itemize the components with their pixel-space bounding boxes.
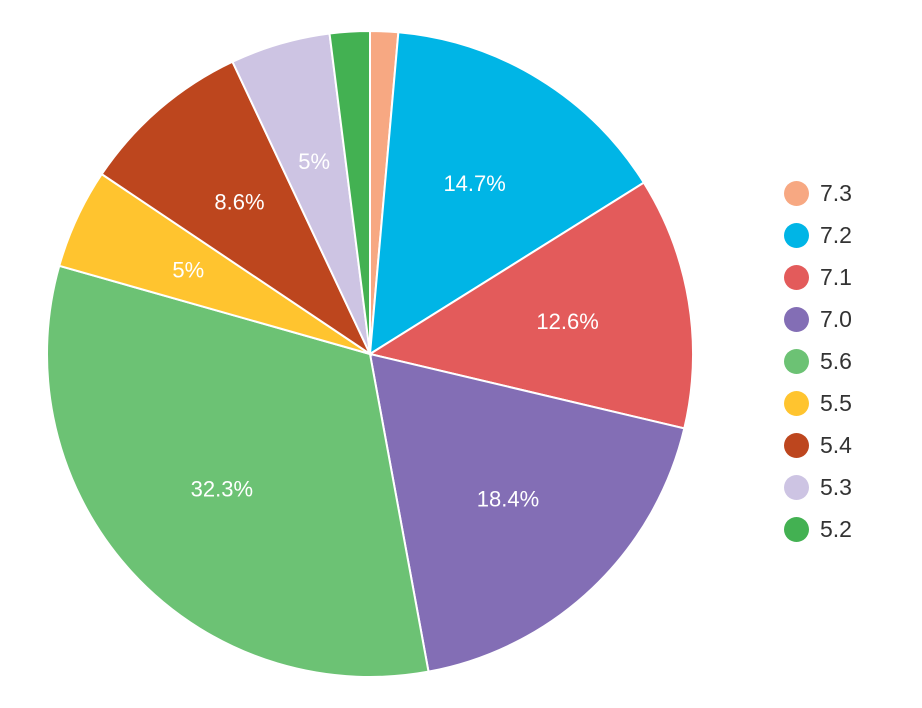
legend: 7.3 7.2 7.1 7.0 5.6 5.5 5.4 5.3 5.2 — [784, 172, 852, 550]
legend-label: 7.2 — [820, 221, 852, 248]
legend-swatch-icon — [784, 222, 809, 248]
legend-label: 5.6 — [820, 347, 852, 374]
legend-item-5-3[interactable]: 5.3 — [784, 466, 852, 508]
legend-item-5-6[interactable]: 5.6 — [784, 340, 852, 382]
legend-swatch-icon — [784, 474, 809, 500]
legend-swatch-icon — [784, 432, 809, 458]
legend-item-5-4[interactable]: 5.4 — [784, 424, 852, 466]
legend-label: 5.5 — [820, 389, 852, 416]
legend-swatch-icon — [784, 348, 809, 374]
slice-label-7-0: 18.4% — [477, 487, 539, 512]
pie-slice-7-0[interactable] — [368, 352, 686, 673]
slice-label-5-5: 5% — [172, 257, 204, 282]
slice-label-5-6: 32.3% — [191, 476, 253, 501]
pie-slice-5-6[interactable] — [46, 264, 430, 678]
pie-slice-5-4[interactable] — [100, 60, 373, 357]
slice-label-7-1: 12.6% — [536, 309, 598, 334]
legend-label: 7.1 — [820, 263, 852, 290]
legend-swatch-icon — [784, 306, 809, 332]
slice-label-7-2: 14.7% — [443, 171, 505, 196]
pie-labels: 14.7% 12.6% 18.4% 32.3% 5% 8.6% 5% — [172, 149, 598, 511]
legend-item-5-2[interactable]: 5.2 — [784, 508, 852, 550]
legend-item-7-2[interactable]: 7.2 — [784, 214, 852, 256]
legend-swatch-icon — [784, 264, 809, 290]
legend-label: 5.2 — [820, 515, 852, 542]
slice-label-5-4: 8.6% — [214, 190, 264, 215]
legend-label: 5.4 — [820, 431, 852, 458]
legend-item-5-5[interactable]: 5.5 — [784, 382, 852, 424]
legend-item-7-1[interactable]: 7.1 — [784, 256, 852, 298]
pie-slice-5-2[interactable] — [328, 29, 371, 355]
legend-label: 7.0 — [820, 305, 852, 332]
legend-swatch-icon — [784, 516, 809, 542]
legend-label: 5.3 — [820, 473, 852, 500]
pie-slice-7-1[interactable] — [367, 181, 694, 430]
legend-swatch-icon — [784, 390, 809, 416]
legend-item-7-3[interactable]: 7.3 — [784, 172, 852, 214]
slice-label-5-3: 5% — [298, 149, 330, 174]
pie-slices — [46, 29, 694, 678]
legend-label: 7.3 — [820, 179, 852, 206]
legend-swatch-icon — [784, 180, 809, 206]
pie-slice-7-2[interactable] — [368, 31, 646, 356]
legend-item-7-0[interactable]: 7.0 — [784, 298, 852, 340]
